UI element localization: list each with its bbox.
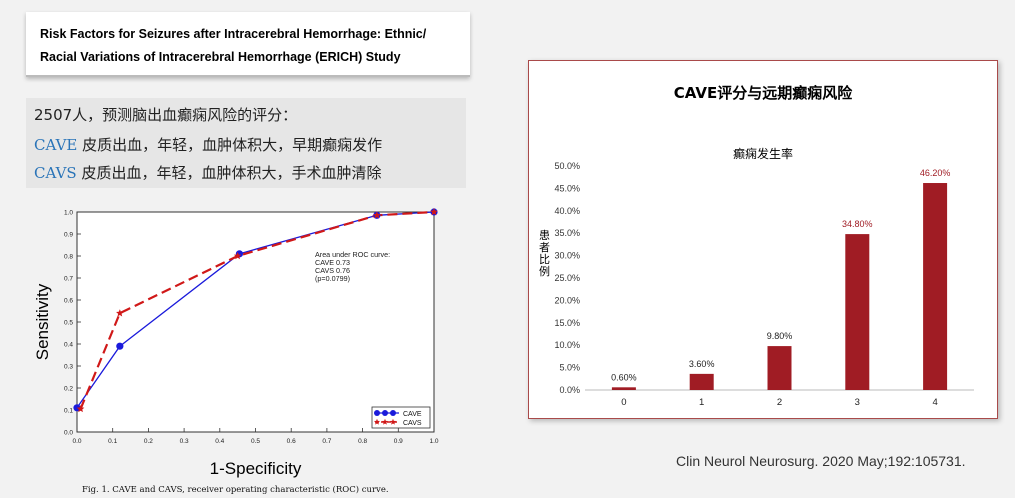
bar-data-label: 34.80% — [842, 219, 873, 229]
roc-chart: 0.0 0.1 0.2 0.3 0.4 0.5 0.6 0.7 0.8 0.9 1.0 0.0 0.1 0… — [33, 208, 439, 478]
roc-legend-cave-marker — [382, 410, 388, 416]
roc-caption: Fig. 1. CAVE and CAVS, receiver operatin… — [82, 485, 389, 495]
cavs-roc-point — [233, 252, 242, 260]
roc-y-tick-label: 1.0 — [64, 210, 73, 217]
roc-x-tick-label: 0.5 — [251, 438, 260, 445]
roc-legend: CAVE CAVS — [371, 406, 431, 429]
roc-x-axis-label: 1-Specificity — [210, 459, 302, 478]
roc-legend-cavs-label: CAVS — [403, 420, 422, 427]
roc-x-tick-label: 0.0 — [72, 438, 81, 445]
bar-y-axis-label: 患者比例 — [539, 229, 550, 278]
bar — [689, 373, 714, 390]
bar-data-label: 0.60% — [611, 372, 637, 382]
cavs-roc-point — [76, 404, 85, 413]
bar-y-tick-label: 30.0% — [554, 251, 580, 261]
description-intro: 2507人，预测脑出血癫痫风险的评分： — [34, 106, 298, 124]
roc-legend-cavs-marker — [381, 418, 389, 425]
bar — [611, 387, 636, 390]
bar-data-label: 3.60% — [689, 359, 715, 369]
bar — [845, 234, 870, 390]
roc-y-tick-label: 0.9 — [64, 232, 73, 239]
roc-x-tick-label: 0.9 — [394, 438, 403, 445]
roc-y-tick-label: 0.8 — [64, 254, 73, 261]
bar-x-tick-label: 0 — [621, 397, 626, 408]
bar — [767, 346, 792, 390]
bar-x-tick-label: 2 — [777, 397, 782, 408]
roc-x-tick-label: 0.2 — [144, 438, 153, 445]
roc-y-tick-label: 0.1 — [64, 408, 73, 415]
cavs-roc-point — [116, 309, 124, 317]
roc-y-tick-label: 0.3 — [64, 364, 73, 371]
cave-keyword: CAVE — [34, 136, 78, 154]
bar-x-tick-label: 3 — [855, 397, 860, 408]
description-cave: CAVE 皮质出血，年轻，血肿体积大，早期癫痫发作 — [34, 134, 382, 155]
roc-y-axis-label: Sensitivity — [33, 283, 52, 360]
paper-title-line-1: Risk Factors for Seizures after Intracer… — [40, 27, 427, 41]
roc-y-tick-label: 0.6 — [64, 298, 73, 305]
paper-title-line-2: Racial Variations of Intracerebral Hemor… — [40, 50, 401, 64]
bar-data-label: 9.80% — [767, 331, 793, 341]
bar-x-tick-label: 4 — [932, 397, 937, 408]
cave-roc-point — [116, 342, 124, 350]
bar-chart-subtitle: 癫痫发生率 — [733, 146, 793, 161]
roc-legend-cave-marker — [374, 410, 380, 416]
bar — [923, 183, 948, 390]
roc-x-tick-label: 0.4 — [215, 438, 224, 445]
roc-y-tick-label: 0.4 — [64, 342, 73, 349]
cavs-definition: 皮质出血，年轻，血肿体积大，手术血肿清除 — [76, 164, 382, 182]
bar-y-tick-label: 20.0% — [554, 295, 580, 305]
roc-auc-annotation: Area under ROC curve: — [315, 250, 390, 259]
bar-y-tick-label: 15.0% — [554, 318, 580, 328]
roc-x-tick-label: 1.0 — [429, 438, 438, 445]
roc-legend-cavs-marker — [373, 418, 381, 425]
roc-x-tick-label: 0.1 — [108, 438, 117, 445]
bar-y-tick-label: 40.0% — [554, 206, 580, 216]
cavs-keyword: CAVS — [34, 164, 77, 182]
roc-auc-annotation: CAVE 0.73 — [315, 258, 350, 267]
cave-definition: 皮质出血，年轻，血肿体积大，早期癫痫发作 — [77, 136, 383, 154]
roc-x-tick-label: 0.7 — [322, 438, 331, 445]
roc-legend-cavs-marker — [389, 418, 397, 425]
roc-auc-annotation: (p=0.0799) — [315, 274, 350, 283]
roc-auc-annotation: CAVS 0.76 — [315, 266, 350, 275]
roc-y-tick-label: 0.2 — [64, 386, 73, 393]
cavs-roc-point — [430, 208, 438, 216]
bar-y-tick-label: 50.0% — [554, 161, 580, 171]
roc-x-tick-label: 0.3 — [180, 438, 189, 445]
description-cavs: CAVS 皮质出血，年轻，血肿体积大，手术血肿清除 — [34, 162, 381, 183]
bar-y-tick-label: 5.0% — [559, 363, 580, 373]
bar-chart-title: CAVE评分与远期癫痫风险 — [674, 84, 853, 102]
bar-data-label: 46.20% — [920, 168, 951, 178]
roc-y-tick-label: 0.0 — [64, 430, 73, 437]
bar-y-tick-label: 25.0% — [554, 273, 580, 283]
roc-x-tick-label: 0.6 — [287, 438, 296, 445]
citation: Clin Neurol Neurosurg. 2020 May;192:1057… — [676, 453, 966, 469]
bar-y-tick-label: 45.0% — [554, 183, 580, 193]
roc-y-tick-label: 0.7 — [64, 276, 73, 283]
bar-x-tick-label: 1 — [699, 397, 704, 408]
roc-x-tick-label: 0.8 — [358, 438, 367, 445]
bar-y-tick-label: 35.0% — [554, 228, 580, 238]
score-description: 2507人，预测脑出血癫痫风险的评分： CAVE 皮质出血，年轻，血肿体积大，早… — [26, 98, 466, 188]
roc-y-tick-label: 0.5 — [64, 320, 73, 327]
bar-y-tick-label: 10.0% — [554, 340, 580, 350]
paper-title-box: Risk Factors for Seizures after Intracer… — [26, 12, 470, 77]
roc-plot-area — [76, 211, 435, 433]
roc-legend-cave-label: CAVE — [403, 411, 422, 418]
bar-y-tick-label: 0.0% — [559, 385, 580, 395]
seizure-risk-chart-panel: CAVE评分与远期癫痫风险 癫痫发生率 0.0% 5.0% 10.0% 15.0% 20.0… — [528, 60, 998, 419]
cavs-roc-point — [373, 211, 381, 219]
roc-legend-cave-marker — [390, 410, 396, 416]
